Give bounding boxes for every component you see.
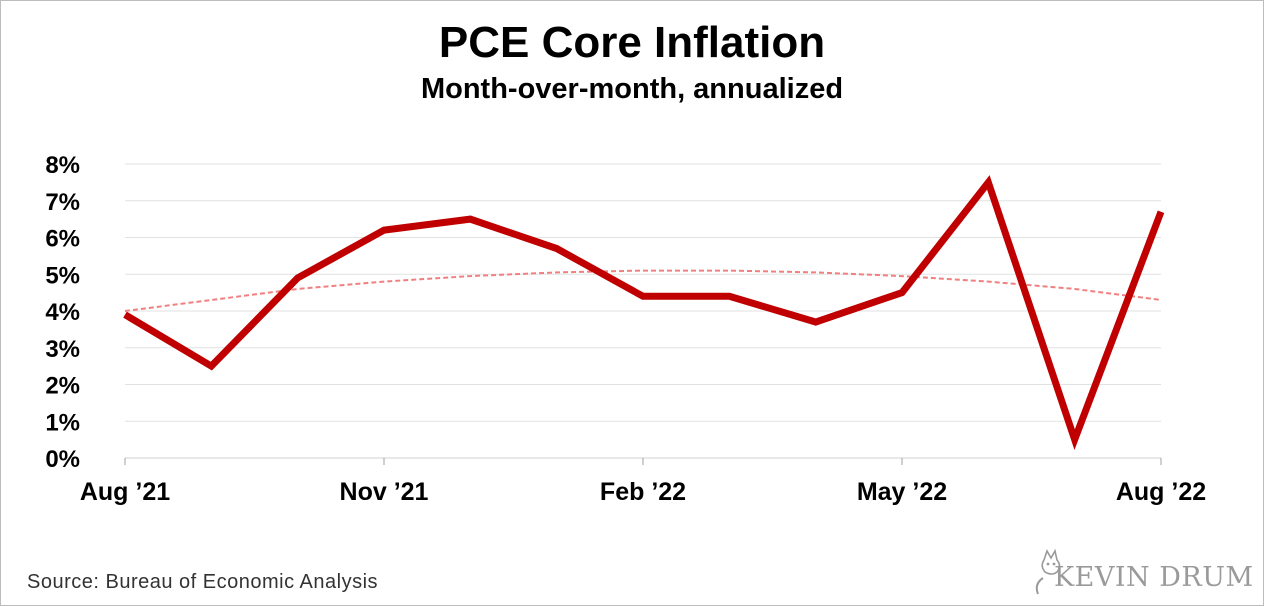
y-tick-label: 4%	[45, 299, 80, 326]
y-tick-label: 2%	[45, 373, 80, 400]
y-tick-label: 5%	[45, 262, 80, 289]
y-tick-label: 1%	[45, 409, 80, 436]
kevin-drum-logo: KEVIN DRUM	[1030, 548, 1253, 598]
source-note: Source: Bureau of Economic Analysis	[27, 571, 379, 593]
y-tick-label: 0%	[45, 446, 80, 473]
x-tick-label: Feb ’22	[600, 478, 686, 506]
gridlines	[125, 163, 1161, 459]
cat-icon	[1035, 548, 1061, 595]
x-tick-label: Nov ’21	[340, 478, 429, 506]
x-tick-label: May ’22	[857, 478, 947, 506]
y-tick-label: 7%	[45, 189, 80, 216]
y-tick-labels: 0% 1% 2% 3% 4% 5% 6% 7% 8%	[45, 152, 80, 473]
series-lines	[123, 175, 1165, 451]
x-tick-labels: Aug ’21 Nov ’21 Feb ’22 May ’22 Aug ’22	[80, 478, 1206, 506]
x-tick-marks	[124, 458, 1162, 465]
y-tick-label: 8%	[45, 152, 80, 179]
y-tick-label: 3%	[45, 336, 80, 363]
chart-subtitle: Month-over-month, annualized	[420, 73, 844, 105]
logo-text: KEVIN DRUM	[1054, 562, 1254, 593]
x-tick-label: Aug ’22	[1116, 478, 1206, 506]
trend-line	[124, 269, 1162, 312]
x-tick-label: Aug ’21	[80, 478, 170, 506]
chart-title: PCE Core Inflation	[438, 18, 826, 67]
inflation-line	[123, 175, 1165, 451]
y-tick-label: 6%	[45, 226, 80, 253]
